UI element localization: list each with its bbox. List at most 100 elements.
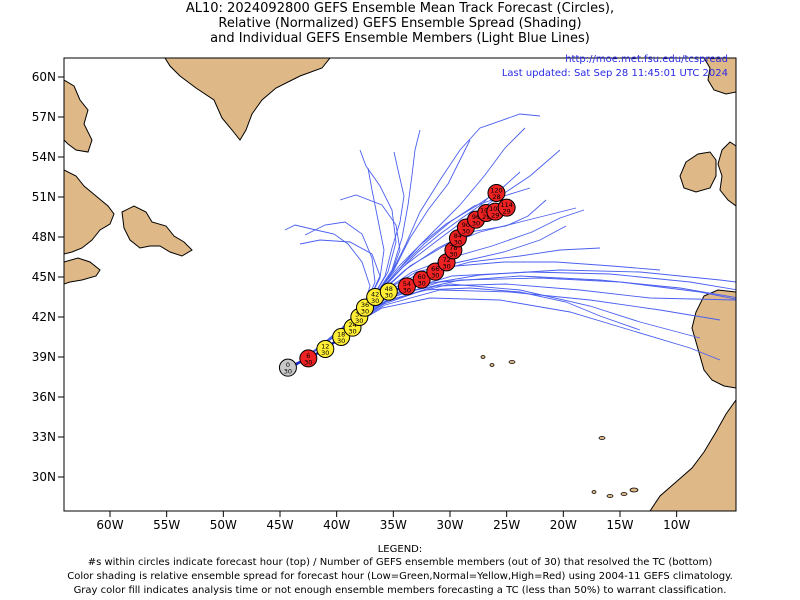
member-count-label: 29 xyxy=(503,208,511,216)
legend-heading: LEGEND: xyxy=(377,544,423,555)
lat-label: 33N xyxy=(32,430,56,444)
africa-land xyxy=(649,399,736,511)
source-url[interactable]: http://moe.met.fsu.edu/tcspread xyxy=(565,54,728,65)
title-line-1: AL10: 2024092800 GEFS Ensemble Mean Trac… xyxy=(185,1,615,16)
forecast-point: 630 xyxy=(299,349,318,368)
lon-label: 20W xyxy=(550,518,577,532)
member-count-label: 30 xyxy=(462,228,470,236)
forecast-hour-label: 54 xyxy=(403,280,411,288)
greenland-land xyxy=(164,58,331,141)
lat-label: 30N xyxy=(32,470,56,484)
forecast-circle xyxy=(497,198,516,217)
map-frame xyxy=(63,57,737,512)
forecast-hour-label: 102 xyxy=(480,206,492,214)
lat-label: 60N xyxy=(32,70,56,84)
lat-label: 45N xyxy=(32,270,56,284)
nova-scotia-land xyxy=(64,257,101,285)
member-count-label: 29 xyxy=(491,212,499,220)
legend-line-2: Color shading is relative ensemble sprea… xyxy=(67,571,733,582)
forecast-hour-label: 48 xyxy=(385,285,393,293)
forecast-hour-label: 78 xyxy=(449,244,457,252)
lat-label: 42N xyxy=(32,310,56,324)
member-count-label: 30 xyxy=(321,349,329,357)
forecast-hour-label: 6 xyxy=(306,352,310,360)
forecast-circle xyxy=(397,277,416,296)
azores-islands xyxy=(480,355,516,367)
forecast-hour-label: 96 xyxy=(472,213,480,221)
forecast-hour-label: 90 xyxy=(462,221,470,229)
forecast-circles: 0306301230183024303030363042304830543060… xyxy=(278,183,516,377)
member-count-label: 30 xyxy=(385,292,393,300)
longitude-labels: 60W 55W 50W 45W 40W 35W 30W 25W 20W 15W 10W xyxy=(96,511,690,532)
lon-label: 40W xyxy=(323,518,350,532)
member-count-label: 30 xyxy=(348,328,356,336)
title-line-3: and Individual GEFS Ensemble Members (Li… xyxy=(210,31,590,46)
member-count-label: 30 xyxy=(337,337,345,345)
member-count-label: 30 xyxy=(431,272,439,280)
lon-label: 50W xyxy=(210,518,237,532)
member-count-label: 30 xyxy=(284,368,292,376)
member-count-label: 28 xyxy=(492,193,500,201)
forecast-circle xyxy=(299,349,318,368)
iberia-land xyxy=(691,289,736,389)
member-count-label: 30 xyxy=(472,220,480,228)
member-count-label: 30 xyxy=(418,280,426,288)
lon-label: 60W xyxy=(96,518,123,532)
member-count-label: 30 xyxy=(355,317,363,325)
forecast-hour-label: 120 xyxy=(490,186,502,194)
baffin-land xyxy=(64,79,93,153)
last-updated: Last updated: Sat Sep 28 11:45:01 UTC 20… xyxy=(501,68,728,79)
labrador-land xyxy=(64,169,115,255)
lon-label: 35W xyxy=(380,518,407,532)
forecast-circle xyxy=(316,339,335,358)
iceland-land xyxy=(703,58,736,95)
forecast-circle xyxy=(379,282,398,301)
latitude-labels: 60N 57N 54N 51N 48N 45N 42N 39N 36N 33N 30N xyxy=(32,70,64,484)
lon-label: 30W xyxy=(436,518,463,532)
forecast-circle xyxy=(487,183,506,202)
lat-label: 36N xyxy=(32,390,56,404)
lat-label: 48N xyxy=(32,230,56,244)
britain-land xyxy=(717,141,736,207)
forecast-circle xyxy=(412,270,431,289)
forecast-hour-label: 36 xyxy=(361,301,369,309)
canary-islands xyxy=(591,436,639,498)
lat-label: 57N xyxy=(32,110,56,124)
forecast-hour-label: 114 xyxy=(500,201,512,209)
forecast-hour-label: 72 xyxy=(442,256,450,264)
forecast-point: 030 xyxy=(278,358,297,377)
ireland-land xyxy=(679,151,717,193)
lon-label: 15W xyxy=(606,518,633,532)
member-count-label: 29 xyxy=(482,213,490,221)
member-count-label: 30 xyxy=(449,250,457,258)
member-count-label: 30 xyxy=(442,262,450,270)
forecast-circle xyxy=(278,358,297,377)
forecast-hour-label: 42 xyxy=(371,290,379,298)
forecast-hour-label: 0 xyxy=(286,361,290,369)
member-count-label: 30 xyxy=(403,286,411,294)
lat-label: 51N xyxy=(32,190,56,204)
member-count-label: 30 xyxy=(371,297,379,305)
legend-line-3: Gray color fill indicates analysis time … xyxy=(73,585,727,596)
forecast-hour-label: 108 xyxy=(489,205,501,213)
lat-label: 54N xyxy=(32,150,56,164)
lat-label: 39N xyxy=(32,350,56,364)
newfoundland-land xyxy=(121,205,193,257)
lon-label: 10W xyxy=(663,518,690,532)
member-count-label: 30 xyxy=(454,238,462,246)
lon-label: 45W xyxy=(266,518,293,532)
forecast-hour-label: 60 xyxy=(418,273,426,281)
title-line-2: Relative (Normalized) GEFS Ensemble Spre… xyxy=(218,16,582,31)
forecast-hour-label: 84 xyxy=(454,232,462,240)
member-count-label: 30 xyxy=(304,358,312,366)
member-count-label: 30 xyxy=(361,308,369,316)
lon-label: 25W xyxy=(493,518,520,532)
forecast-hour-label: 66 xyxy=(431,265,439,273)
